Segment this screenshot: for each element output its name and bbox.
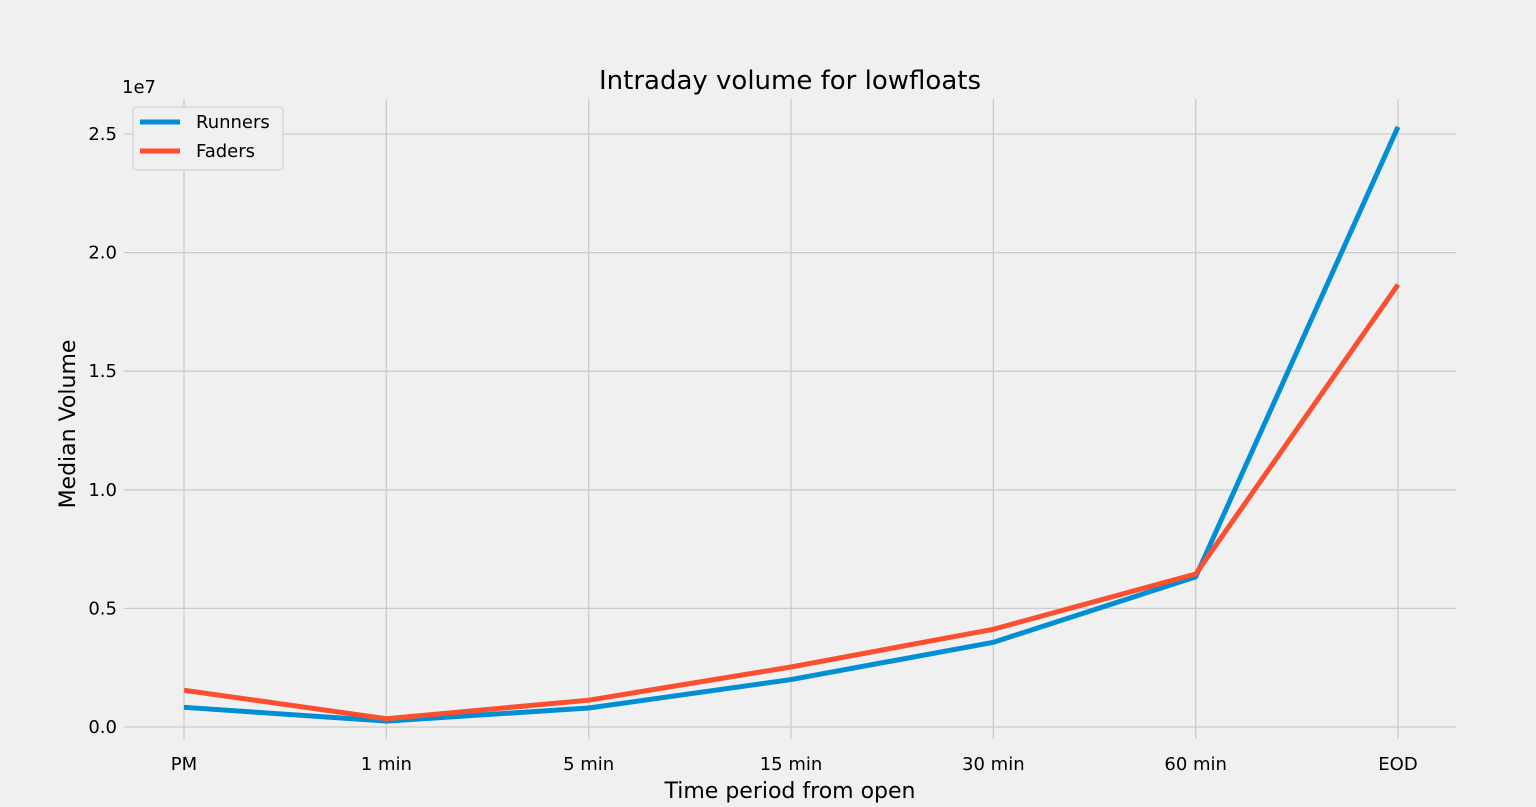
x-tick-label: 30 min	[962, 754, 1025, 775]
y-tick-label: 0.0	[88, 717, 117, 738]
legend-label-runners: Runners	[196, 112, 270, 133]
x-tick-label: 60 min	[1164, 754, 1227, 775]
y-tick-label: 0.5	[88, 598, 117, 619]
x-axis-label: Time period from open	[663, 779, 915, 804]
y-axis-offset-label: 1e7	[122, 77, 156, 98]
y-axis-label: Median Volume	[56, 340, 81, 509]
x-tick-label: EOD	[1378, 754, 1417, 775]
series-layer	[183, 125, 1401, 724]
series-line-faders	[183, 283, 1401, 722]
y-tick-label: 2.0	[88, 243, 117, 264]
y-tick-label: 1.5	[88, 361, 117, 382]
y-tick-label: 2.5	[88, 124, 117, 145]
y-tick-labels: 0.0 0.5 1.0 1.5 2.0 2.5	[88, 124, 117, 738]
x-tick-label: 15 min	[760, 754, 823, 775]
chart-title: Intraday volume for lowfloats	[599, 66, 981, 96]
legend: Runners Faders	[132, 106, 284, 171]
legend-label-faders: Faders	[196, 141, 255, 162]
x-tick-labels: PM 1 min 5 min 15 min 30 min 60 min EOD	[171, 754, 1418, 775]
x-tick-label: 1 min	[361, 754, 412, 775]
x-tick-label: 5 min	[563, 754, 614, 775]
y-tick-label: 1.0	[88, 480, 117, 501]
x-tick-label: PM	[171, 754, 197, 775]
plot-area	[124, 99, 1456, 739]
